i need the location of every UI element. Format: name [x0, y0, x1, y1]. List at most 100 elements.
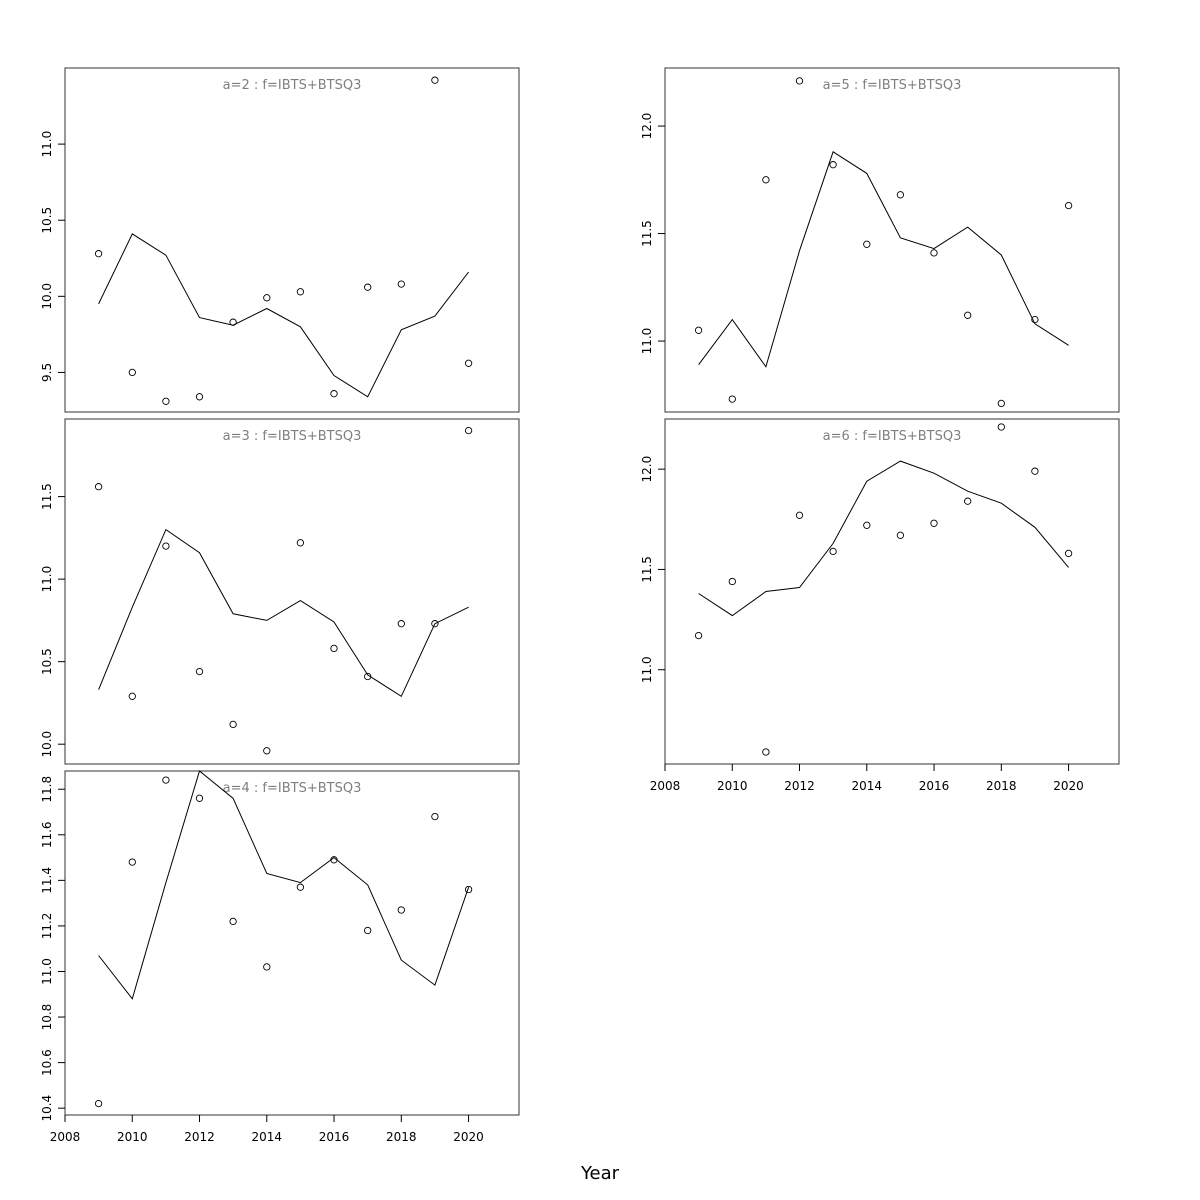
observed-point — [263, 963, 271, 971]
x-tick-label: 2012 — [784, 779, 815, 793]
observed-point — [364, 283, 372, 291]
observed-point — [364, 672, 372, 681]
observed-point — [431, 76, 439, 84]
observed-point — [431, 812, 439, 821]
panel-1: a=2 : f=IBTS+BTSQ3 9.5 10.0 10.5 11.0 — [40, 67, 520, 413]
observed-point — [397, 620, 405, 628]
observed-point — [728, 577, 736, 586]
fitted-line — [98, 770, 470, 1000]
x-tick-label: 2014 — [252, 1130, 283, 1144]
y-tick-label: 11.5 — [40, 483, 54, 510]
observed-point — [229, 917, 237, 926]
panel-5: a=4 : f=IBTS+BTSQ3 10.4 10.6 10.8 11.0 11.2 11… — [40, 770, 520, 1144]
observed-point — [795, 511, 804, 519]
chart-panels: a=2 : f=IBTS+BTSQ3 9.5 10.0 10.5 11.0 a=5 : f… — [40, 67, 1120, 1144]
observed-point — [229, 720, 237, 729]
y-tick-label: 11.5 — [640, 556, 654, 583]
observed-point — [94, 1099, 103, 1108]
observed-point — [829, 547, 837, 556]
observed-point — [397, 906, 405, 914]
observed-point — [94, 483, 103, 491]
observed-point — [296, 288, 305, 296]
y-tick-label: 11.0 — [40, 958, 54, 985]
panel-4: a=6 : f=IBTS+BTSQ3 11.0 11.5 12.0 2008 2010 20… — [640, 418, 1120, 793]
observed-point — [195, 667, 204, 676]
panel-title: a=3 : f=IBTS+BTSQ3 — [223, 429, 362, 444]
observed-point — [128, 858, 136, 866]
y-tick-label: 10.0 — [40, 731, 54, 758]
observed-point — [330, 856, 338, 864]
observed-point — [795, 77, 804, 85]
x-tick-label: 2018 — [386, 1130, 417, 1144]
x-tick-label: 2008 — [650, 779, 681, 793]
observed-point — [964, 497, 972, 505]
observed-point — [896, 191, 905, 199]
x-tick-label: 2012 — [184, 1130, 215, 1144]
observed-point — [1031, 467, 1039, 475]
observed-point — [364, 926, 372, 935]
x-tick-label: 2018 — [986, 779, 1017, 793]
y-tick-label: 11.8 — [40, 776, 54, 803]
y-tick-label: 10.5 — [40, 207, 54, 234]
panel-frame — [664, 418, 1120, 765]
observed-point — [694, 326, 703, 334]
observed-point — [762, 176, 770, 184]
x-axis-label: Year — [580, 1163, 620, 1184]
x-tick-label: 2016 — [319, 1130, 350, 1144]
y-tick-label: 11.6 — [40, 821, 54, 848]
observed-point — [431, 620, 439, 628]
fitted-line — [698, 460, 1069, 617]
y-tick-label: 11.5 — [640, 220, 654, 247]
observed-point — [694, 631, 703, 640]
x-tick-label: 2020 — [1053, 779, 1084, 793]
y-tick-label: 9.5 — [40, 363, 54, 382]
y-tick-label: 12.0 — [640, 113, 654, 140]
observed-point — [162, 542, 170, 550]
observed-point — [229, 318, 237, 326]
y-tick-label: 10.6 — [40, 1049, 54, 1076]
fitted-line — [98, 233, 469, 398]
y-tick-label: 12.0 — [640, 456, 654, 483]
observed-point — [296, 883, 305, 891]
observed-point — [930, 519, 938, 527]
fitted-line — [98, 528, 469, 698]
observed-point — [464, 426, 473, 435]
observed-point — [162, 776, 170, 784]
observed-point — [896, 531, 905, 539]
observed-point — [128, 368, 136, 377]
panel-frame — [64, 418, 520, 765]
panel-frame — [64, 67, 520, 413]
observed-point — [997, 399, 1005, 408]
observed-point — [762, 748, 770, 756]
observed-point — [1031, 315, 1039, 324]
observed-point — [195, 794, 204, 802]
y-tick-label: 11.4 — [40, 867, 54, 894]
y-tick-label: 10.8 — [40, 1004, 54, 1031]
observed-point — [863, 521, 871, 529]
observed-point — [863, 240, 871, 248]
observed-point — [964, 311, 972, 319]
observed-point — [829, 161, 837, 169]
observed-point — [263, 747, 271, 755]
observed-point — [330, 644, 338, 653]
panel-title: a=6 : f=IBTS+BTSQ3 — [823, 429, 962, 444]
observed-point — [464, 885, 473, 894]
panel-frame — [664, 67, 1120, 413]
y-tick-label: 10.0 — [40, 283, 54, 310]
x-tick-label: 2008 — [50, 1130, 81, 1144]
observed-point — [728, 395, 736, 403]
y-tick-label: 11.0 — [640, 656, 654, 683]
x-tick-label: 2016 — [919, 779, 950, 793]
observed-point — [397, 280, 405, 288]
panel-title: a=4 : f=IBTS+BTSQ3 — [223, 781, 362, 796]
panel-title: a=2 : f=IBTS+BTSQ3 — [223, 78, 362, 93]
x-tick-label: 2014 — [852, 779, 883, 793]
observed-point — [1064, 201, 1073, 210]
observed-point — [930, 249, 938, 257]
observed-point — [263, 294, 271, 302]
panel-2: a=5 : f=IBTS+BTSQ3 11.0 11.5 12.0 — [640, 67, 1120, 413]
fitted-line — [698, 151, 1069, 368]
observed-point — [296, 539, 305, 547]
panel-title: a=5 : f=IBTS+BTSQ3 — [823, 78, 962, 93]
